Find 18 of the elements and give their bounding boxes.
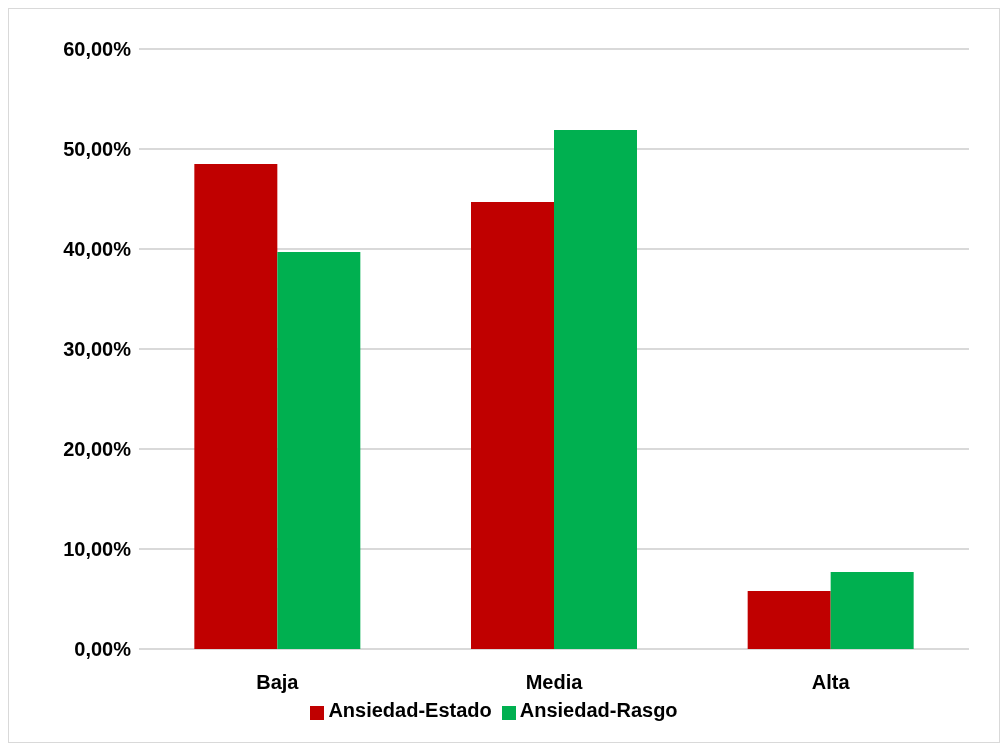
- bar: [830, 572, 914, 649]
- bar: [194, 164, 278, 649]
- x-tick-label: Media: [525, 671, 584, 694]
- x-tick-label: Alta: [811, 671, 851, 694]
- x-tick-label: Baja: [256, 671, 300, 694]
- y-tick-label: 30,00%: [63, 338, 132, 361]
- legend-label: Ansiedad-Rasgo: [519, 699, 678, 721]
- y-tick-label: 10,00%: [63, 538, 132, 561]
- y-tick-label: 60,00%: [63, 38, 132, 61]
- y-tick-label: 40,00%: [63, 238, 132, 261]
- y-tick-label: 50,00%: [63, 138, 132, 161]
- y-tick-label: 20,00%: [63, 438, 132, 461]
- legend-label: Ansiedad-Estado: [328, 699, 492, 721]
- bar: [277, 252, 361, 649]
- y-tick-label: 0,00%: [74, 638, 132, 661]
- bar: [471, 202, 554, 649]
- bar: [747, 591, 831, 649]
- bar: [554, 130, 637, 649]
